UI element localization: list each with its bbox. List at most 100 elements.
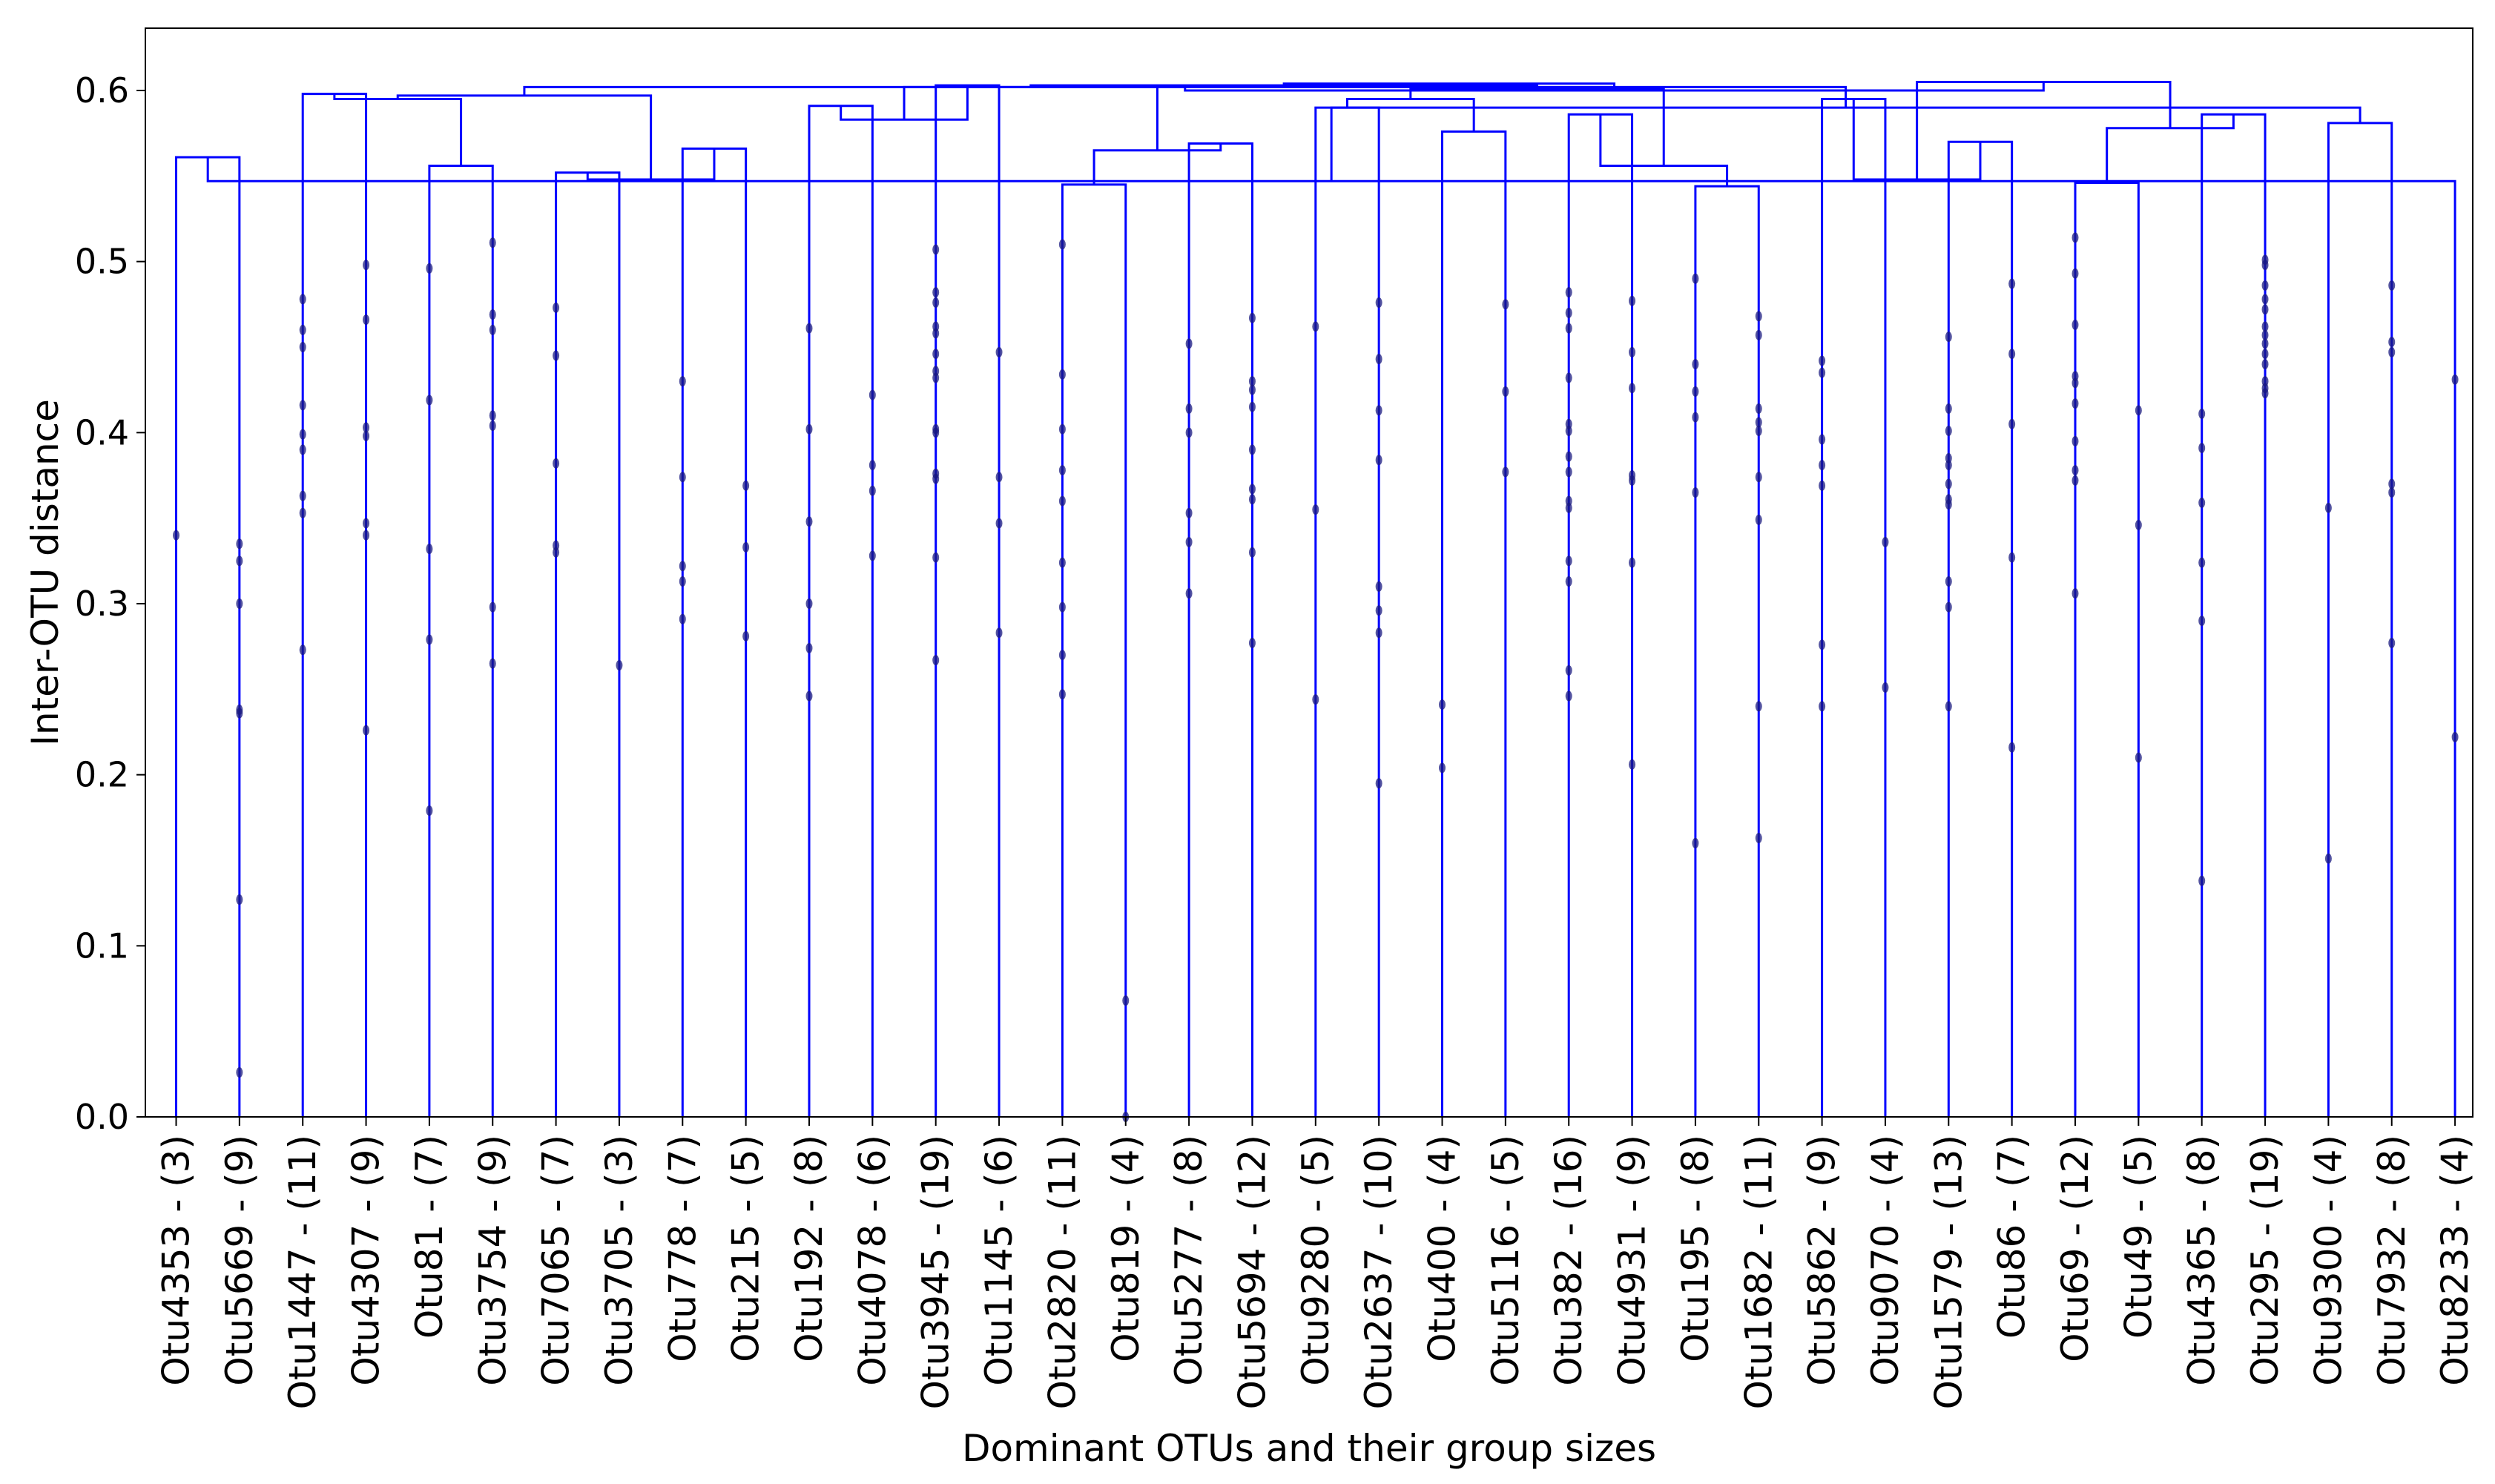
leaf-point xyxy=(2198,875,2206,886)
dendrogram-link xyxy=(1330,106,2361,182)
leaf-point xyxy=(1375,605,1382,616)
leaf-point xyxy=(299,324,306,335)
dendrogram-link xyxy=(175,156,241,1117)
leaf-point xyxy=(2008,418,2016,429)
leaf-point xyxy=(1375,354,1382,365)
dendrogram-link xyxy=(428,164,494,1117)
y-tick-label: 0.6 xyxy=(75,70,129,111)
leaf-point xyxy=(1565,372,1572,383)
leaf-point xyxy=(1565,664,1572,676)
leaf-point xyxy=(805,423,813,435)
leaf-point xyxy=(426,395,433,406)
leaf-label: Otu69 - (12) xyxy=(2054,1135,2097,1362)
leaf-point xyxy=(2198,443,2206,454)
leaf-point xyxy=(1502,386,1509,397)
dendrogram-link xyxy=(681,147,748,1117)
leaf-label: Otu5694 - (12) xyxy=(1230,1135,1273,1409)
leaf-point xyxy=(1248,638,1256,649)
leaf-label: Otu81 - (7) xyxy=(408,1135,451,1339)
leaf-point xyxy=(2008,742,2016,753)
leaf-point xyxy=(2008,278,2016,289)
leaf-point xyxy=(2198,557,2206,568)
leaf-point xyxy=(299,342,306,352)
leaf-point xyxy=(1248,312,1256,323)
leaf-point xyxy=(1058,650,1066,661)
leaf-point xyxy=(173,530,179,541)
leaf-point xyxy=(1375,405,1382,416)
leaf-point xyxy=(1629,383,1636,394)
leaf-label: Otu49 - (5) xyxy=(2117,1135,2160,1339)
leaf-point xyxy=(2072,475,2079,486)
leaf-point xyxy=(1248,401,1256,412)
leaf-point xyxy=(1502,466,1509,478)
leaf-point xyxy=(1565,451,1572,462)
leaf-point xyxy=(1692,837,1699,848)
dendrogram-link xyxy=(1345,98,1475,132)
leaf-points xyxy=(173,232,2459,1122)
leaf-label: Otu4931 - (9) xyxy=(1611,1135,1654,1386)
leaf-point xyxy=(1565,426,1572,437)
dendrogram-link xyxy=(1187,142,1253,1117)
leaf-point xyxy=(2072,398,2079,409)
leaf-point xyxy=(679,613,686,624)
leaf-point xyxy=(1248,384,1256,395)
leaf-point xyxy=(1945,601,1952,613)
leaf-point xyxy=(2261,260,2269,271)
dendrogram-link xyxy=(1061,183,1127,1117)
leaf-point xyxy=(1819,367,1826,378)
dendrogram-link xyxy=(1314,106,1380,1117)
leaf-point xyxy=(1692,273,1699,284)
leaf-point xyxy=(805,323,813,334)
leaf-point xyxy=(2008,349,2016,360)
leaf-point xyxy=(363,518,370,529)
x-axis-title: Dominant OTUs and their group sizes xyxy=(962,1427,1656,1470)
leaf-point xyxy=(932,473,940,484)
leaf-point xyxy=(932,287,940,298)
leaf-point xyxy=(2388,478,2396,489)
dendrogram-link xyxy=(301,93,368,1117)
leaf-label: Otu215 - (5) xyxy=(725,1135,768,1362)
leaf-point xyxy=(2451,374,2459,385)
leaf-point xyxy=(2072,268,2079,279)
leaf-point xyxy=(2324,502,2332,513)
leaf-point xyxy=(1248,484,1256,495)
leaf-point xyxy=(236,894,243,906)
leaf-label: Otu7065 - (7) xyxy=(535,1135,578,1386)
leaf-point xyxy=(1248,376,1256,387)
leaf-point xyxy=(1185,507,1193,518)
leaf-point xyxy=(679,376,686,387)
leaf-point xyxy=(742,480,750,491)
leaf-point xyxy=(2261,294,2269,305)
leaf-point xyxy=(1565,323,1572,334)
leaf-label: Otu778 - (7) xyxy=(661,1135,704,1362)
leaf-label: Otu2820 - (11) xyxy=(1041,1135,1084,1409)
leaf-point xyxy=(1565,466,1572,478)
leaf-point xyxy=(426,544,433,555)
leaf-point xyxy=(299,490,306,501)
leaf-point xyxy=(1375,627,1382,639)
leaf-point xyxy=(2135,519,2142,530)
leaf-point xyxy=(363,430,370,441)
leaf-point xyxy=(1185,403,1193,415)
leaf-point xyxy=(299,429,306,440)
leaf-point xyxy=(1629,475,1636,486)
leaf-point xyxy=(616,660,623,671)
leaf-point xyxy=(1819,701,1826,712)
leaf-point xyxy=(2388,337,2396,348)
leaf-point xyxy=(1565,690,1572,702)
leaf-label: Otu195 - (8) xyxy=(1674,1135,1717,1362)
leaf-point xyxy=(1692,386,1699,397)
y-axis-title: Inter-OTU distance xyxy=(24,399,67,746)
dendrogram-link xyxy=(1567,113,1634,1117)
y-tick-label: 0.5 xyxy=(75,242,129,282)
leaf-point xyxy=(1058,239,1066,250)
dendrogram-link xyxy=(1694,185,1760,1117)
leaf-point xyxy=(1502,299,1509,310)
leaf-point xyxy=(1755,403,1762,415)
leaf-point xyxy=(1629,759,1636,770)
leaf-point xyxy=(932,244,940,255)
dendrogram-link xyxy=(2106,114,2235,183)
leaf-label: Otu5277 - (8) xyxy=(1167,1135,1210,1386)
leaf-point xyxy=(553,547,560,558)
leaf-point xyxy=(553,458,560,469)
